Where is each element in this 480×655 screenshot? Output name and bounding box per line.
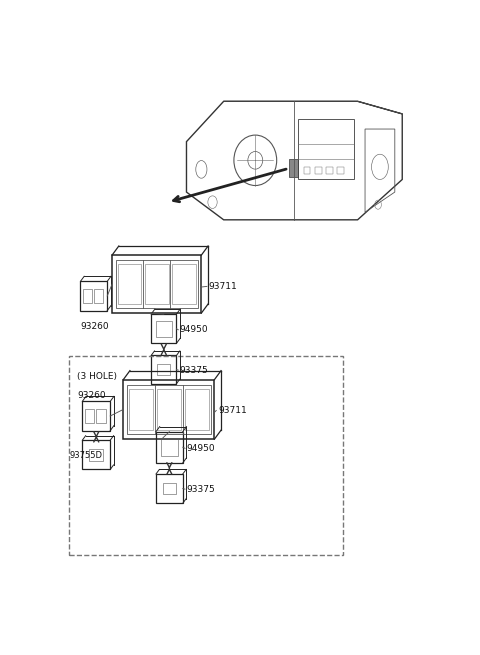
Bar [337, 167, 344, 174]
Bar [326, 167, 333, 174]
Bar [304, 167, 311, 174]
Text: 93711: 93711 [209, 282, 238, 291]
Polygon shape [289, 159, 298, 177]
Text: 94950: 94950 [180, 326, 208, 334]
Text: 93375: 93375 [180, 365, 208, 375]
Bar [315, 167, 322, 174]
Text: 93755D: 93755D [69, 451, 102, 460]
Text: 93375: 93375 [186, 485, 215, 494]
Text: (3 HOLE): (3 HOLE) [77, 372, 117, 381]
Text: 93260: 93260 [78, 392, 107, 400]
Text: 94950: 94950 [186, 444, 215, 453]
Text: 93711: 93711 [218, 406, 247, 415]
Text: 93260: 93260 [81, 322, 109, 331]
